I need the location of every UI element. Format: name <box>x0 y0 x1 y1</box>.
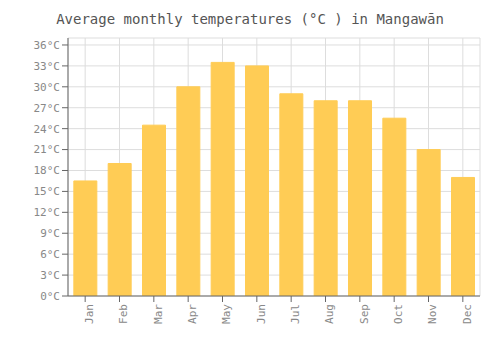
svg-text:30°C: 30°C <box>34 81 61 94</box>
svg-text:Jun: Jun <box>255 304 268 324</box>
svg-text:Jul: Jul <box>289 304 302 324</box>
svg-text:24°C: 24°C <box>34 123 61 136</box>
svg-text:27°C: 27°C <box>34 102 61 115</box>
svg-text:Apr: Apr <box>186 304 199 324</box>
svg-text:3°C: 3°C <box>40 269 60 282</box>
svg-text:Feb: Feb <box>117 304 130 324</box>
svg-text:6°C: 6°C <box>40 248 60 261</box>
svg-text:Aug: Aug <box>323 304 336 324</box>
svg-text:Jan: Jan <box>83 304 96 324</box>
svg-text:12°C: 12°C <box>34 206 61 219</box>
svg-text:21°C: 21°C <box>34 143 61 156</box>
svg-text:Nov: Nov <box>426 304 439 324</box>
svg-text:Oct: Oct <box>392 304 405 324</box>
svg-text:33°C: 33°C <box>34 60 61 73</box>
svg-text:0°C: 0°C <box>40 290 60 303</box>
svg-text:15°C: 15°C <box>34 185 61 198</box>
svg-text:36°C: 36°C <box>34 39 61 52</box>
html-text:Average monthly temperatures (: Average monthly temperatures (°C ) in Ma… <box>56 11 444 27</box>
svg-text:May: May <box>220 304 233 324</box>
svg-text:18°C: 18°C <box>34 164 61 177</box>
svg-text:Sep: Sep <box>358 304 371 324</box>
svg-text:Dec: Dec <box>461 304 474 324</box>
svg-text:Mar: Mar <box>152 304 165 324</box>
svg-text:9°C: 9°C <box>40 227 60 240</box>
